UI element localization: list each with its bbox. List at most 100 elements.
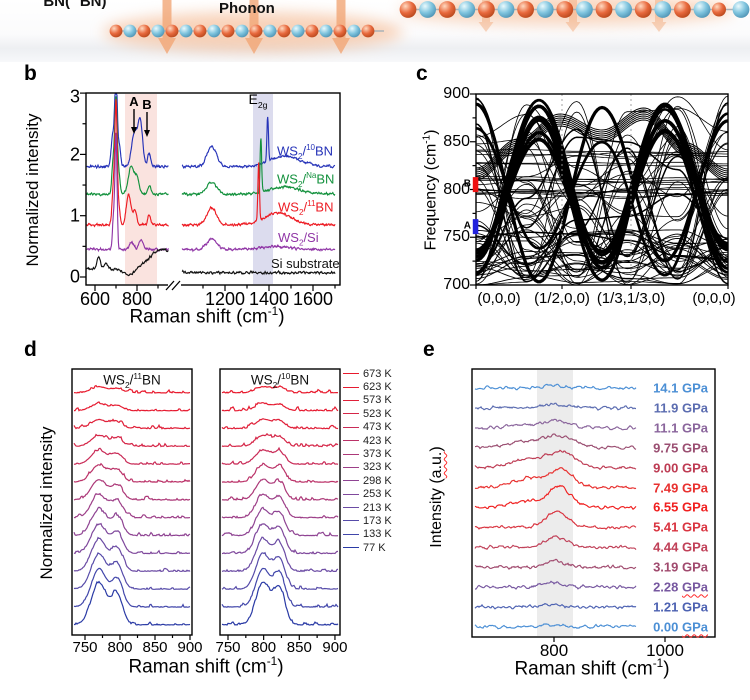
legend-item-298K: 298 K — [343, 474, 392, 487]
panel-c-kpoint: (1/2,0,0) — [534, 290, 590, 307]
boron-atom — [732, 1, 750, 18]
pressure-spectrum-0.00GPa — [474, 623, 637, 630]
nitrogen-atom — [221, 24, 235, 38]
panel-c-ytick: 750 — [443, 228, 470, 246]
pressure-label-0.00GPa: 0.00 GPa — [653, 619, 708, 635]
legend-line — [343, 440, 359, 442]
pressure-label-3.19GPa: 3.19 GPa — [653, 559, 708, 575]
panel-c-ylabel: Frequency (cm-1) — [421, 129, 440, 251]
boron-atom — [576, 1, 593, 18]
legend-label: 133 K — [363, 528, 392, 541]
panel-c-kpoint: (0,0,0) — [692, 290, 736, 307]
legend-line — [343, 507, 359, 509]
panel-letter-e: e — [423, 338, 435, 361]
temp-spectrum-573K — [73, 418, 191, 430]
panel-c-kpoint: (0,0,0) — [477, 290, 521, 307]
legend-item-573K: 573 K — [343, 394, 392, 407]
panel-e-plot — [471, 368, 716, 642]
spectrum-si-substrate — [86, 247, 169, 277]
panel-b-xtick: 600 — [79, 289, 111, 309]
plot-frame — [219, 368, 341, 636]
pressure-label-1.21GPa: 1.21 GPa — [653, 599, 708, 615]
pressure-label-6.55GPa: 6.55 GPa — [653, 499, 708, 515]
pressure-spectrum-11.9GPa — [475, 402, 636, 411]
boron-atom — [319, 24, 333, 38]
boron-atom — [207, 24, 221, 38]
nitrogen-atom — [556, 1, 574, 18]
temp-spectrum-623K — [221, 402, 339, 412]
pressure-spectrum-7.49GPa — [474, 467, 637, 490]
legend-item-473K: 473 K — [343, 421, 392, 434]
legend-label: 77 K — [363, 541, 386, 554]
temp-spectrum-323K — [73, 492, 191, 519]
temp-spectrum-573K — [221, 418, 339, 430]
legend-item-673K: 673 K — [343, 367, 392, 380]
series-label-ws2-si: WS2/Si — [278, 230, 319, 248]
legend-item-423K: 423 K — [343, 434, 392, 447]
boron-atom — [263, 24, 277, 38]
panel-b-xtick: 1600 — [292, 289, 334, 309]
panel-e-xtick: 800 — [539, 641, 569, 660]
nitrogen-atom — [399, 1, 417, 18]
legend-item-373K: 373 K — [343, 447, 392, 460]
pressure-spectrum-4.44GPa — [474, 535, 637, 550]
panel-d-title-ws2-10bn: WS2/10BN — [250, 371, 310, 391]
spectrum-ws2-nabn — [86, 96, 169, 197]
boron-atom — [615, 1, 632, 18]
panel-b-plot — [80, 92, 341, 291]
panel-e-ylabel: Intensity (a.u.) — [428, 446, 445, 548]
legend-line — [343, 399, 359, 401]
panel-b-ytick: 2 — [69, 144, 80, 165]
panel-b-ylabel: Normalized intensity — [23, 113, 42, 267]
temp-spectrum-673K — [221, 385, 339, 394]
temp-spectrum-473K — [221, 446, 339, 466]
boron-atom — [235, 24, 249, 38]
legend-label: 673 K — [363, 367, 392, 380]
temp-spectrum-253K — [221, 523, 339, 555]
series-label-ws2-10bn: WS2/10BN — [277, 143, 334, 161]
nitrogen-atom — [109, 24, 123, 38]
pressure-label-9.75GPa: 9.75 GPa — [653, 440, 708, 456]
panel-c-ytick: 850 — [443, 132, 470, 150]
temp-spectrum-323K — [221, 493, 339, 519]
legend-item-213K: 213 K — [343, 501, 392, 514]
legend-line — [343, 520, 359, 522]
panel-c-plot — [470, 93, 729, 289]
plot-frame — [85, 92, 341, 286]
panel-b-ytick: 1 — [69, 205, 80, 226]
legend-label: 473 K — [363, 421, 392, 434]
legend-item-323K: 323 K — [343, 461, 392, 474]
marker-b-label: B — [463, 178, 471, 190]
pressure-spectrum-2.28GPa — [475, 580, 637, 590]
temp-spectrum-298K — [221, 506, 339, 537]
legend-label: 523 K — [363, 407, 392, 420]
spectrum-si-substrate — [181, 269, 336, 276]
boron-atom — [291, 24, 305, 38]
nitrogen-atom — [137, 24, 151, 38]
panel-b-ytick: 0 — [69, 266, 80, 287]
temp-spectrum-77K — [221, 581, 339, 626]
legend-label: 423 K — [363, 434, 392, 447]
boron-atom — [497, 1, 515, 18]
panel-d-plot — [71, 368, 341, 640]
nitrogen-atom — [595, 1, 613, 18]
panel-b-xlabel: Raman shift (cm-1) — [129, 305, 285, 328]
panel-d-xtick: 850 — [286, 639, 312, 656]
panel-d-xtick: 750 — [72, 639, 98, 656]
phonon-illustration — [103, 0, 750, 54]
panel-d-legend: 673 K 623 K 573 K 523 K 473 K 423 K 373 K 323 K… — [343, 367, 392, 554]
temp-spectrum-133K — [221, 567, 339, 608]
legend-label: 623 K — [363, 381, 392, 394]
temp-spectrum-623K — [74, 401, 191, 412]
panel-e-xtick: 1000 — [646, 641, 684, 660]
boron-atom — [179, 24, 193, 38]
panel-d-xtick: 850 — [142, 639, 168, 656]
pressure-spectrum-6.55GPa — [474, 484, 637, 511]
legend-item-253K: 253 K — [343, 488, 392, 501]
nitrogen-atom — [333, 24, 347, 38]
panel-c-kpoint: (1/3,1/3,0) — [596, 290, 666, 307]
phonon-arrow-down-icon — [245, 0, 263, 54]
spectrum-ws2-10bn — [86, 93, 169, 170]
nitrogen-atom — [277, 24, 291, 38]
panel-d-xtick: 800 — [251, 639, 277, 656]
